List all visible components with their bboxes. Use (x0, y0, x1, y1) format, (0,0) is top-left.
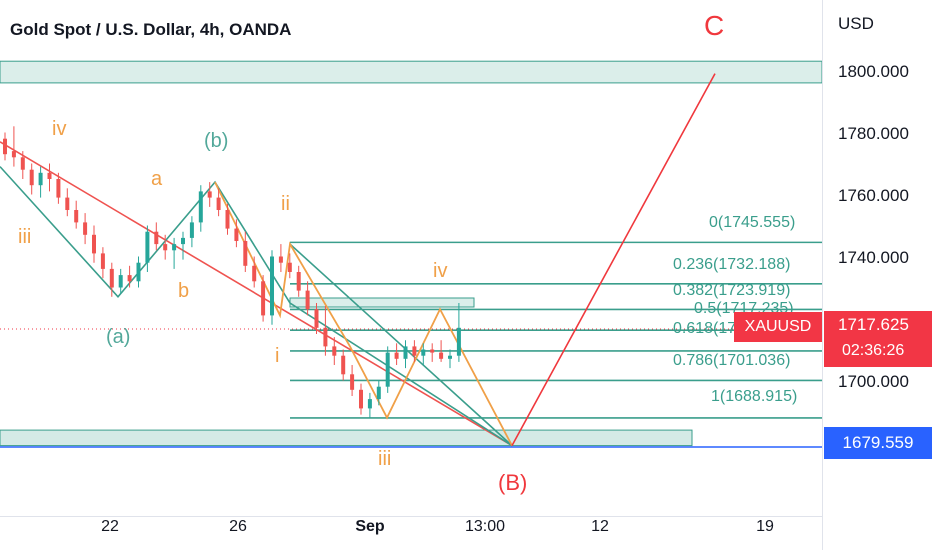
candle-body (296, 272, 301, 291)
candle-body (430, 349, 435, 353)
candle-body (189, 222, 194, 238)
candle-body (234, 228, 239, 241)
fib-highlight-zone (289, 297, 475, 308)
candle-body (118, 275, 123, 288)
wave-label-B: (B) (498, 470, 528, 495)
price-axis[interactable] (822, 0, 932, 550)
wave-label-i: i (275, 345, 280, 367)
wave-label-a-paren: (a) (106, 326, 131, 348)
channel-line (289, 243, 513, 447)
candle-body (65, 197, 70, 210)
candle-body (207, 191, 212, 198)
candle-body (154, 231, 159, 245)
fib-label-0: 0(1745.555) (709, 214, 796, 231)
x-tick: 12 (591, 518, 609, 535)
candle-body (11, 151, 16, 158)
candle-body (163, 244, 168, 251)
fib-label-0382: 0.382(1723.919) (673, 282, 791, 299)
candle-body (252, 265, 257, 282)
last-price: 1717.625 (838, 315, 909, 334)
trend-line (0, 141, 513, 447)
candle-body (74, 210, 79, 223)
candle-body (136, 262, 141, 282)
wave-label-a: a (151, 168, 163, 190)
candle-body (287, 262, 292, 272)
candle-body (198, 191, 203, 223)
wave-label-iv-2: iv (433, 260, 448, 282)
candle-body (270, 256, 274, 316)
candle-body (100, 253, 105, 269)
currency-label: USD (838, 14, 874, 33)
candle-body (216, 197, 221, 210)
candle-body (448, 355, 452, 359)
candle-body (421, 349, 426, 356)
time-axis[interactable] (0, 516, 822, 550)
candle-body (38, 172, 43, 186)
wave-label-iv: iv (52, 118, 67, 140)
candle-body (29, 169, 34, 186)
candle-body (412, 346, 417, 356)
bar-countdown: 02:36:26 (842, 342, 905, 359)
fib-label-0236: 0.236(1732.188) (673, 256, 791, 273)
x-tick: 13:00 (464, 518, 506, 535)
y-tick: 1760.000 (838, 186, 909, 205)
candle-body (225, 210, 230, 229)
wave-label-iii-2: iii (378, 448, 392, 470)
candle-body (385, 352, 390, 387)
wave-path-orange (214, 181, 513, 447)
y-tick: 1800.000 (838, 62, 909, 81)
wave-label-b-paren: (b) (204, 130, 229, 152)
y-tick: 1780.000 (838, 124, 909, 143)
candle-body (47, 172, 52, 179)
projection-line (511, 73, 716, 446)
candle-body (181, 237, 185, 245)
wave-label-b: b (178, 280, 190, 302)
candle-body (332, 346, 337, 356)
candle-body (109, 268, 114, 288)
resistance-zone (0, 60, 822, 84)
x-tick: Sep (355, 518, 385, 535)
candle-body (92, 234, 96, 254)
y-tick: 1700.000 (838, 372, 909, 391)
candle-body (145, 231, 150, 263)
candle-body (376, 386, 381, 400)
plot-area[interactable] (0, 0, 822, 516)
support-zone (0, 429, 693, 447)
x-tick: 26 (229, 518, 247, 535)
horizontal-line-price: 1679.559 (824, 427, 932, 459)
wave-label-C: C (704, 10, 725, 41)
wave-label-iii: iii (18, 226, 32, 248)
candle-body (403, 346, 408, 359)
candle-body (439, 352, 444, 359)
candle-body (3, 138, 7, 155)
candle-body (323, 327, 328, 347)
candle-body (172, 244, 177, 251)
candle-body (261, 281, 266, 316)
candle-body (394, 352, 399, 359)
symbol-label: XAUUSD (734, 312, 822, 342)
x-tick: 19 (756, 518, 774, 535)
fib-label-0786: 0.786(1701.036) (673, 352, 791, 369)
candle-body (278, 256, 283, 263)
y-tick: 1740.000 (838, 248, 909, 267)
candle-body (341, 355, 346, 375)
x-tick: 22 (101, 518, 119, 535)
candle-body (367, 399, 372, 409)
chart-title: Gold Spot / U.S. Dollar, 4h, OANDA (10, 20, 292, 39)
last-price-badge: 1717.625 02:36:26 (824, 311, 932, 367)
candle-body (359, 389, 363, 409)
candle-body (350, 374, 355, 390)
candle-body (456, 327, 461, 356)
candle-body (83, 222, 88, 235)
candle-body (20, 157, 25, 170)
fib-label-1: 1(1688.915) (711, 388, 798, 405)
candle-body (314, 309, 319, 328)
candle-body (127, 275, 132, 282)
wave-label-ii: ii (281, 193, 290, 215)
candle-body (56, 179, 61, 198)
candle-body (243, 241, 248, 266)
candle-body (305, 290, 310, 310)
